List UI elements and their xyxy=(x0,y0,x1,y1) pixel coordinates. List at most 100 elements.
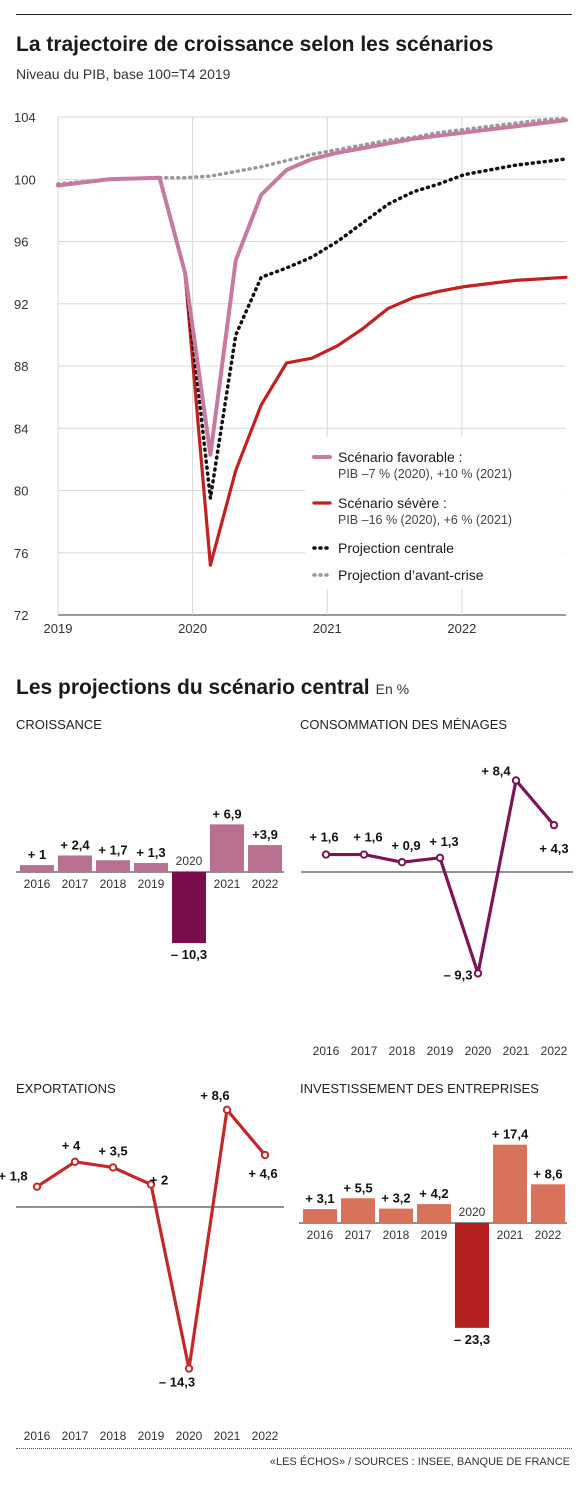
data-point-2017 xyxy=(359,850,369,859)
data-label-2016: + 1,8 xyxy=(0,1169,28,1184)
bar-2021 xyxy=(210,824,244,872)
bar-2017 xyxy=(341,1198,375,1223)
data-point-2020 xyxy=(473,969,483,978)
x-tick-label: 2020 xyxy=(178,621,207,636)
category-label-2022: 2022 xyxy=(252,877,279,891)
data-label-2022: +3,9 xyxy=(252,827,278,842)
gdp-trajectory-chart: 72 76 80 84 88 92 96 100 104 2019 2020 2021 2022 Scén… xyxy=(14,110,568,636)
legend-background xyxy=(305,437,565,589)
data-label-2019: + 1,3 xyxy=(136,845,165,860)
category-label-2019: 2019 xyxy=(138,1429,165,1443)
data-point-2022 xyxy=(549,820,559,830)
investissement-chart: + 3,1 2016 + 5,5 2017 + 3,2 2018 + 4,2 2019 – 23… xyxy=(299,1127,567,1347)
section-title-text: Les projections du scénario central xyxy=(16,676,370,699)
category-label-2019: 2019 xyxy=(427,1044,454,1058)
x-tick-label: 2022 xyxy=(447,621,476,636)
x-tick-label: 2021 xyxy=(313,621,342,636)
legend: Scénario favorable : PIB –7 % (2020), +10… xyxy=(305,437,565,589)
category-label-2022: 2022 xyxy=(535,1228,562,1242)
data-label-2017: + 4 xyxy=(62,1138,81,1153)
data-point-2021 xyxy=(511,776,521,785)
category-label-2018: 2018 xyxy=(100,1429,127,1443)
data-label-2022: + 4,3 xyxy=(539,841,568,856)
legend-label-precrise: Projection d’avant-crise xyxy=(338,567,484,583)
y-tick-label: 100 xyxy=(14,172,36,187)
category-label-2016: 2016 xyxy=(24,1429,51,1443)
category-label-2020: 2020 xyxy=(459,1205,486,1219)
legend-label-favorable: Scénario favorable : xyxy=(338,449,463,465)
category-label-2020: 2020 xyxy=(176,1429,203,1443)
data-point-2017 xyxy=(70,1157,80,1167)
bar-2016 xyxy=(303,1209,337,1223)
data-label-2019: + 1,3 xyxy=(429,834,458,849)
data-label-2019: + 2 xyxy=(150,1172,168,1187)
data-label-2021: + 8,4 xyxy=(481,763,511,778)
bar-2020 xyxy=(172,872,206,944)
data-label-2019: + 4,2 xyxy=(419,1186,448,1201)
data-label-2018: + 1,7 xyxy=(98,842,127,857)
data-point-2020 xyxy=(184,1364,194,1373)
data-label-2016: + 1 xyxy=(28,847,46,862)
category-label-2018: 2018 xyxy=(100,877,127,891)
data-point-2018 xyxy=(397,857,407,867)
y-tick-label: 80 xyxy=(14,484,28,499)
legend-detail-severe: PIB –16 % (2020), +6 % (2021) xyxy=(338,513,512,527)
data-label-2021: + 6,9 xyxy=(212,806,241,821)
panel-title-investissement: INVESTISSEMENT DES ENTREPRISES xyxy=(300,1081,539,1096)
data-point-2021 xyxy=(222,1105,232,1115)
bar-2019 xyxy=(417,1204,451,1223)
category-label-2021: 2021 xyxy=(503,1044,530,1058)
category-label-2021: 2021 xyxy=(214,1429,241,1443)
main-title: La trajectoire de croissance selon les s… xyxy=(16,33,494,56)
exportations-chart: + 1,8 2016 + 4 2017 + 3,5 2018 + 2 2019 – 14,3 20… xyxy=(0,1090,284,1443)
category-label-2018: 2018 xyxy=(389,1044,416,1058)
x-tick-label: 2019 xyxy=(44,621,73,636)
category-label-2022: 2022 xyxy=(541,1044,568,1058)
bar-2016 xyxy=(20,865,54,872)
bar-2019 xyxy=(134,863,168,872)
data-label-2020: – 14,3 xyxy=(159,1375,195,1390)
category-label-2021: 2021 xyxy=(497,1228,524,1242)
data-label-2016: + 3,1 xyxy=(305,1191,334,1206)
category-label-2022: 2022 xyxy=(252,1429,279,1443)
panel-title-croissance: CROISSANCE xyxy=(16,717,102,732)
legend-label-central: Projection centrale xyxy=(338,540,454,556)
data-label-2017: + 1,6 xyxy=(353,830,382,845)
category-label-2020: 2020 xyxy=(465,1044,492,1058)
data-label-2020: – 9,3 xyxy=(444,967,473,982)
bar-2022 xyxy=(248,845,282,872)
category-label-2017: 2017 xyxy=(62,877,89,891)
series-line xyxy=(326,778,556,975)
data-label-2021: + 8,6 xyxy=(200,1090,229,1103)
category-label-2016: 2016 xyxy=(307,1228,334,1242)
data-label-2022: + 8,6 xyxy=(533,1166,562,1181)
category-label-2020: 2020 xyxy=(176,854,203,868)
data-label-2020: – 23,3 xyxy=(454,1332,490,1347)
category-label-2019: 2019 xyxy=(138,877,165,891)
data-point-2022 xyxy=(260,1150,270,1160)
bar-2020 xyxy=(455,1223,489,1328)
legend-detail-favorable: PIB –7 % (2020), +10 % (2021) xyxy=(338,467,512,481)
y-tick-label: 88 xyxy=(14,359,28,374)
data-point-2016 xyxy=(321,850,331,859)
y-tick-label: 84 xyxy=(14,421,28,436)
subtitle: Niveau du PIB, base 100=T4 2019 xyxy=(16,66,231,82)
category-label-2019: 2019 xyxy=(421,1228,448,1242)
bar-2022 xyxy=(531,1184,565,1223)
data-label-2017: + 5,5 xyxy=(343,1180,372,1195)
panel-title-exportations: EXPORTATIONS xyxy=(16,1081,116,1096)
legend-label-severe: Scénario sévère : xyxy=(338,495,447,511)
data-label-2018: + 0,9 xyxy=(391,838,420,853)
category-label-2016: 2016 xyxy=(24,877,51,891)
y-tick-label: 92 xyxy=(14,297,28,312)
data-point-2018 xyxy=(108,1163,118,1172)
data-label-2020: – 10,3 xyxy=(171,947,207,962)
category-label-2017: 2017 xyxy=(351,1044,378,1058)
series-line-precrise xyxy=(56,116,568,186)
series-line-central xyxy=(157,157,568,501)
consommation-chart: + 1,6 2016 + 1,6 2017 + 0,9 2018 + 1,3 2019 – 9,… xyxy=(301,763,573,1058)
data-point-2019 xyxy=(435,853,445,863)
y-tick-label: 104 xyxy=(14,110,36,125)
y-tick-label: 96 xyxy=(14,235,28,250)
data-label-2021: + 17,4 xyxy=(492,1127,529,1142)
